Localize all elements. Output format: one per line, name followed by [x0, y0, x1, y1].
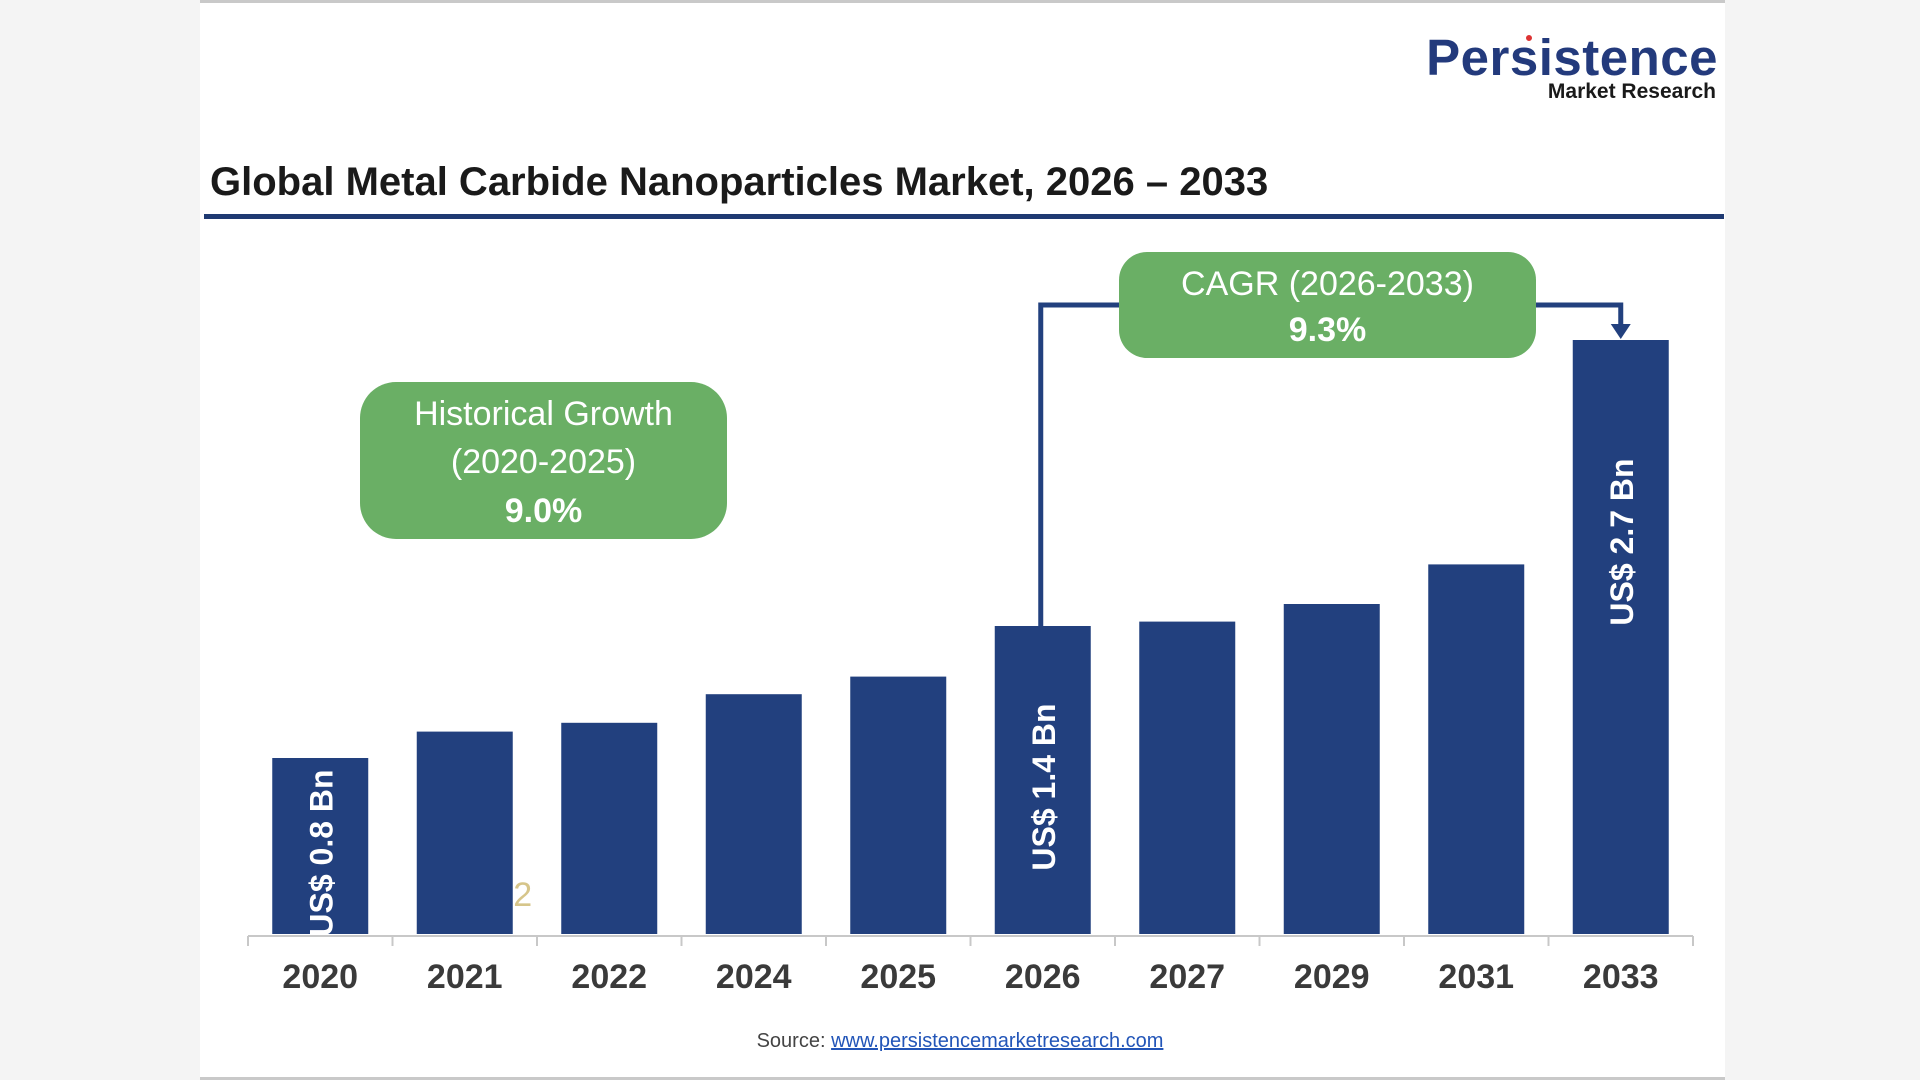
brand-subtitle: Market Research: [1547, 80, 1716, 103]
stray-digit-mark: 2: [513, 876, 532, 914]
data-label-2033: US$ 2.7 Bn: [1604, 458, 1640, 625]
historical-growth-value: 9.0%: [505, 492, 583, 530]
x-tick-label-2026: 2026: [1005, 958, 1081, 996]
bar-2031: [1428, 564, 1525, 934]
bar-2033: [1572, 340, 1669, 934]
bar-2021: [416, 731, 513, 934]
cagr-label: CAGR (2026-2033): [1181, 265, 1474, 303]
title-divider: [204, 214, 1724, 219]
bar-2029: [1283, 604, 1380, 934]
x-tick-label-2020: 2020: [282, 958, 358, 996]
callouts-layer: Historical Growth (2020-2025) 9.0% CAGR (20…: [360, 252, 1631, 626]
historical-growth-label: Historical Growth: [414, 395, 673, 433]
data-label-2020: US$ 0.8 Bn: [303, 769, 339, 936]
cagr-arrow-icon: [1610, 324, 1631, 339]
source-link[interactable]: www.persistencemarketresearch.com: [831, 1030, 1164, 1052]
data-label-2026: US$ 1.4 Bn: [1026, 703, 1062, 870]
x-tick-label-2029: 2029: [1294, 958, 1370, 996]
brand-name: Persistence: [1426, 29, 1718, 86]
source-note: Source: www.persistencemarketresearch.co…: [0, 1030, 1920, 1053]
x-axis: 2020 2021 2022 2024 2025 2026 2027 2029 2031 2033: [247, 935, 1694, 996]
bar-2024: [705, 694, 802, 934]
x-tick-label-2024: 2024: [716, 958, 792, 996]
x-tick-label-2031: 2031: [1438, 958, 1514, 996]
x-tick-label-2022: 2022: [571, 958, 647, 996]
cagr-value: 9.3%: [1289, 311, 1367, 349]
bar-2027: [1139, 621, 1236, 934]
historical-growth-callout: [360, 382, 727, 539]
bars-layer: US$ 0.8 Bn US$ 1.4 Bn US$ 2.7 Bn 2: [272, 340, 1669, 937]
cagr-connector-left: [1038, 302, 1150, 626]
bar-2025: [850, 676, 947, 934]
historical-growth-period: (2020-2025): [451, 443, 636, 481]
x-tick-label-2021: 2021: [427, 958, 503, 996]
chart-title: Global Metal Carbide Nanoparticles Marke…: [210, 160, 1269, 204]
bar-2022: [561, 722, 658, 934]
cagr-callout: [1119, 252, 1536, 358]
brand-logo: Persistence Market Research: [1400, 28, 1718, 103]
logo-dot-icon: [1525, 34, 1533, 42]
source-label: Source:: [756, 1030, 826, 1052]
cagr-connector-right: [1500, 302, 1624, 326]
bar-2020: [272, 758, 369, 934]
x-tick-label-2025: 2025: [860, 958, 936, 996]
x-tick-label-2027: 2027: [1149, 958, 1225, 996]
x-tick-label-2033: 2033: [1583, 958, 1659, 996]
bar-2026: [994, 626, 1091, 934]
